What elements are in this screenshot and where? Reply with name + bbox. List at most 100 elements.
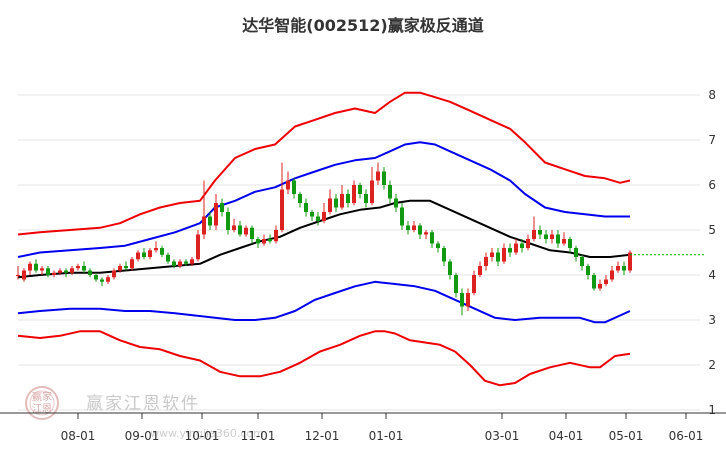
candle xyxy=(334,194,338,212)
candle xyxy=(496,248,500,266)
y-tick-label: 1 xyxy=(708,403,716,417)
candle xyxy=(574,245,578,262)
candle xyxy=(622,261,626,275)
x-tick-label: 03-01 xyxy=(485,429,520,443)
candle xyxy=(598,279,602,291)
candle xyxy=(244,225,248,237)
candle xyxy=(352,180,356,206)
y-tick-label: 4 xyxy=(708,268,716,282)
x-tick-label: 06-01 xyxy=(669,429,704,443)
candle xyxy=(298,191,302,208)
candle xyxy=(568,236,572,253)
candle xyxy=(580,254,584,271)
candle xyxy=(112,268,116,280)
series-outer-upper-band xyxy=(17,91,631,236)
candle xyxy=(160,245,164,257)
candle xyxy=(58,268,62,275)
candle xyxy=(442,245,446,266)
chart-title: 达华智能(002512)赢家极反通道 xyxy=(242,16,483,35)
candle xyxy=(232,218,236,233)
candle xyxy=(400,203,404,230)
candle xyxy=(142,248,146,260)
candle xyxy=(514,239,518,255)
x-tick-label: 12-01 xyxy=(305,429,340,443)
watermark: 赢家 江恩 赢家江恩软件 www.yingjia360.com xyxy=(25,386,264,440)
candle xyxy=(628,250,632,273)
candle xyxy=(268,234,272,244)
candle xyxy=(28,261,32,275)
candle xyxy=(34,259,38,273)
candle xyxy=(178,259,182,269)
axes: 1 2 3 4 5 6 7 8 08-01 09-01 10-01 11-01 12-01 01-01 03… xyxy=(0,88,726,443)
candle xyxy=(280,162,284,233)
candle xyxy=(154,241,158,253)
candle xyxy=(64,268,68,278)
candle xyxy=(616,261,620,273)
candle xyxy=(130,257,134,271)
candle xyxy=(208,212,212,230)
candle xyxy=(466,288,470,311)
candle xyxy=(124,261,128,271)
candle xyxy=(484,252,488,271)
candle xyxy=(250,225,254,244)
watermark-logo-text-1: 赢家 xyxy=(32,390,52,403)
candle xyxy=(166,252,170,264)
watermark-url: www.yingjia360.com xyxy=(150,427,264,440)
series-inner-lower-band xyxy=(17,280,631,324)
x-tick-label: 09-01 xyxy=(125,429,160,443)
y-tick-label: 6 xyxy=(708,178,716,192)
candle xyxy=(358,182,362,199)
candle xyxy=(460,288,464,316)
series-middle-line xyxy=(17,199,631,279)
candle xyxy=(46,266,50,278)
candle xyxy=(520,239,524,253)
y-tick-label: 2 xyxy=(708,358,716,372)
x-tick-label: 01-01 xyxy=(369,429,404,443)
candle xyxy=(94,272,98,282)
candle xyxy=(22,268,26,282)
candle xyxy=(604,275,608,287)
candle xyxy=(304,198,308,217)
x-tick-label: 05-01 xyxy=(609,429,644,443)
candle xyxy=(532,216,536,242)
candle xyxy=(82,261,86,273)
candle xyxy=(418,223,422,239)
candle xyxy=(364,189,368,208)
candle xyxy=(586,263,590,280)
candle xyxy=(226,207,230,235)
y-tick-label: 5 xyxy=(708,223,716,237)
candle xyxy=(412,221,416,233)
candle xyxy=(388,180,392,203)
candle xyxy=(256,236,260,248)
candle xyxy=(556,230,560,248)
candle xyxy=(172,259,176,269)
candle xyxy=(454,272,458,298)
x-tick-label: 11-01 xyxy=(241,429,276,443)
candle xyxy=(376,162,380,185)
candle xyxy=(100,277,104,287)
candle xyxy=(76,263,80,271)
candle xyxy=(370,167,374,206)
candle xyxy=(184,259,188,266)
candle xyxy=(562,232,566,246)
candle xyxy=(136,250,140,262)
x-tick-label: 10-01 xyxy=(185,429,220,443)
candle xyxy=(472,270,476,296)
x-tick-label: 08-01 xyxy=(61,429,96,443)
candle xyxy=(592,272,596,291)
candle xyxy=(220,198,224,217)
candle xyxy=(70,266,74,275)
candle xyxy=(502,243,506,264)
x-tick-label: 04-01 xyxy=(549,429,584,443)
candle xyxy=(88,268,92,278)
channel-bands xyxy=(17,91,631,387)
candle xyxy=(196,230,200,262)
candle xyxy=(436,241,440,253)
candle xyxy=(40,266,44,275)
candle xyxy=(286,171,290,194)
candle xyxy=(490,248,494,262)
candle xyxy=(214,194,218,230)
candle xyxy=(406,221,410,235)
